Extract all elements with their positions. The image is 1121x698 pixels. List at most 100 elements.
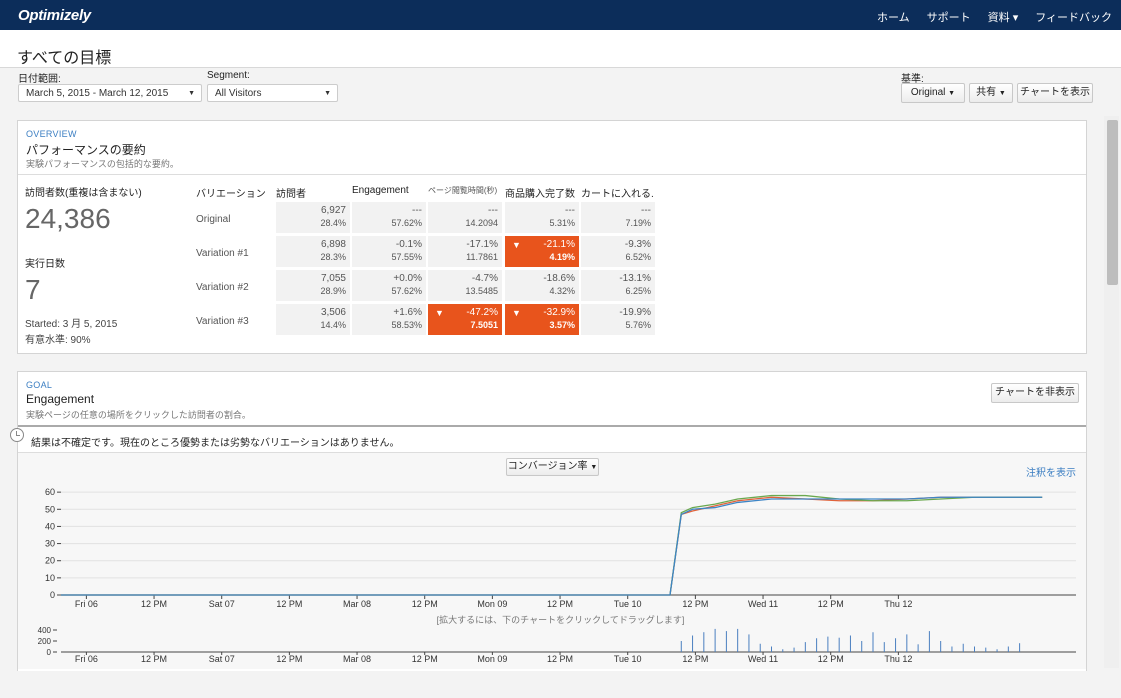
mini-x-tick-label: 12 PM [818, 654, 844, 664]
share-label: 共有 [976, 87, 997, 98]
metric-value: コンバージョン率 [507, 461, 588, 472]
series-line-0 [61, 496, 1043, 596]
cell-subvalue: 6.25% [625, 286, 651, 296]
cell-subvalue: 57.62% [391, 286, 422, 296]
mini-x-tick-label: 12 PM [276, 654, 302, 664]
top-navigation-bar: Optimizely ホーム サポート 資料 ▾ フィードバック [0, 0, 1121, 30]
title-bar [0, 30, 1121, 68]
x-tick-label: Mar 08 [343, 599, 371, 609]
variation-label[interactable]: Variation #1 [196, 248, 249, 259]
hide-chart-button[interactable]: チャートを非表示 [991, 383, 1079, 403]
table-cell: --- 7.19% [581, 202, 655, 233]
mini-x-tick-label: Wed 11 [748, 654, 778, 664]
cell-value: -0.1% [395, 239, 422, 250]
cell-value: --- [565, 205, 575, 216]
col-header-engagement[interactable]: Engagement [352, 185, 409, 196]
cell-value: -17.1% [466, 239, 498, 250]
baseline-value: Original [910, 87, 946, 98]
divider [18, 174, 1086, 175]
table-cell: 7,055 28.9% [276, 270, 350, 301]
variation-label[interactable]: Variation #2 [196, 282, 249, 293]
segment-label: Segment: [207, 70, 250, 81]
cell-subvalue: 3.57% [549, 320, 575, 330]
mini-x-tick-label: 12 PM [412, 654, 438, 664]
x-tick-label: Tue 10 [614, 599, 642, 609]
cell-subvalue: 57.55% [391, 252, 422, 262]
table-cell: 6,898 28.3% [276, 236, 350, 267]
x-tick-label: Sat 07 [209, 599, 235, 609]
x-tick-label: 12 PM [141, 599, 167, 609]
unique-visitors-label: 訪問者数(重複は含まない) [25, 188, 142, 199]
chevron-down-icon: ▼ [998, 90, 1006, 97]
cell-value: 3,506 [320, 307, 346, 318]
cell-value: -9.3% [624, 239, 651, 250]
date-range-label: 日付範囲: [18, 74, 61, 85]
mini-x-tick-label: 12 PM [682, 654, 708, 664]
cell-subvalue: 5.31% [549, 218, 575, 228]
cell-subvalue: 28.3% [320, 252, 346, 262]
y-tick-label: 0 [50, 590, 55, 600]
table-cell: -18.6% 4.32% [505, 270, 579, 301]
x-tick-label: 12 PM [276, 599, 302, 609]
cell-subvalue: 28.4% [320, 218, 346, 228]
goal-title: Engagement [26, 392, 95, 406]
cell-value: -19.9% [619, 307, 651, 318]
nav-feedback[interactable]: フィードバック [1035, 12, 1112, 24]
cell-value: -13.1% [619, 273, 651, 284]
col-header-purchases[interactable]: 商品購入完了数 [505, 189, 575, 200]
segment-dropdown[interactable]: All Visitors ▼ [207, 84, 338, 102]
date-range-dropdown[interactable]: March 5, 2015 - March 12, 2015 ▼ [18, 84, 202, 102]
scrollbar-thumb[interactable] [1107, 120, 1118, 285]
table-cell: -19.9% 5.76% [581, 304, 655, 335]
mini-x-tick-label: Mon 09 [477, 654, 507, 664]
metric-dropdown[interactable]: コンバージョン率 ▼ [506, 458, 599, 476]
baseline-label: 基準: [901, 74, 924, 85]
goal-section-label: GOAL [26, 380, 53, 390]
top-nav: ホーム サポート 資料 ▾ フィードバック [877, 9, 1112, 25]
table-cell: 6,927 28.4% [276, 202, 350, 233]
inconclusive-notice: 結果は不確定です。現在のところ優勢または劣勢なバリエーションはありません。 [31, 438, 400, 449]
x-tick-label: 12 PM [818, 599, 844, 609]
cell-value: --- [641, 205, 651, 216]
cell-value: -21.1% [543, 239, 575, 250]
mini-y-tick-label: 0 [47, 648, 52, 657]
show-chart-button[interactable]: チャートを表示 [1017, 83, 1093, 103]
conversion-rate-chart[interactable]: 0 10 20 30 40 50 60 Fri 06 12 PM Sat 07 12 PM Mar 0… [18, 470, 1086, 668]
cell-subvalue: 5.76% [625, 320, 651, 330]
cell-subvalue: 6.52% [625, 252, 651, 262]
table-cell: ▼ -47.2% 7.5051 [428, 304, 502, 335]
y-tick-label: 10 [45, 573, 55, 583]
table-cell: --- 57.62% [352, 202, 426, 233]
show-annotations-link[interactable]: 注釈を表示 [1026, 468, 1076, 479]
down-arrow-icon: ▼ [512, 308, 521, 318]
cell-subvalue: 13.5485 [465, 286, 498, 296]
mini-x-tick-label: Fri 06 [75, 654, 98, 664]
col-header-time-on-page[interactable]: ページ閲覧時間(秒) [428, 186, 498, 195]
cell-subvalue: 11.7861 [466, 252, 498, 262]
mini-x-tick-label: Thu 12 [884, 654, 912, 664]
nav-support[interactable]: サポート [926, 12, 971, 24]
mini-y-tick-label: 400 [38, 626, 52, 635]
baseline-dropdown[interactable]: Original ▼ [901, 83, 965, 103]
table-cell: -0.1% 57.55% [352, 236, 426, 267]
col-header-visitors: 訪問者 [276, 189, 306, 200]
page-title: すべての目標 [17, 50, 112, 67]
table-cell: --- 5.31% [505, 202, 579, 233]
cell-value: 6,898 [320, 239, 346, 250]
variation-label[interactable]: Variation #3 [196, 316, 249, 327]
nav-home[interactable]: ホーム [876, 12, 910, 24]
optimizely-logo[interactable]: Optimizely [18, 7, 91, 24]
x-tick-label: Wed 11 [748, 599, 778, 609]
col-header-add-to-cart[interactable]: カートに入れる... [581, 189, 653, 200]
variation-label[interactable]: Original [196, 214, 231, 225]
days-running-value: 7 [25, 274, 41, 305]
share-dropdown[interactable]: 共有 ▼ [969, 83, 1013, 103]
zoom-hint: [拡大するには、下のチャートをクリックしてドラッグします] [436, 615, 685, 625]
nav-resources[interactable]: 資料 ▾ [987, 12, 1019, 24]
overview-description: 実験パフォーマンスの包括的な要約。 [26, 159, 179, 169]
table-cell: -17.1% 11.7861 [428, 236, 502, 267]
x-tick-label: Fri 06 [75, 599, 98, 609]
cell-subvalue: 14.4% [320, 320, 346, 330]
goal-description: 実験ページの任意の場所をクリックした訪問者の割合。 [26, 410, 251, 420]
cell-value: +0.0% [393, 273, 422, 284]
